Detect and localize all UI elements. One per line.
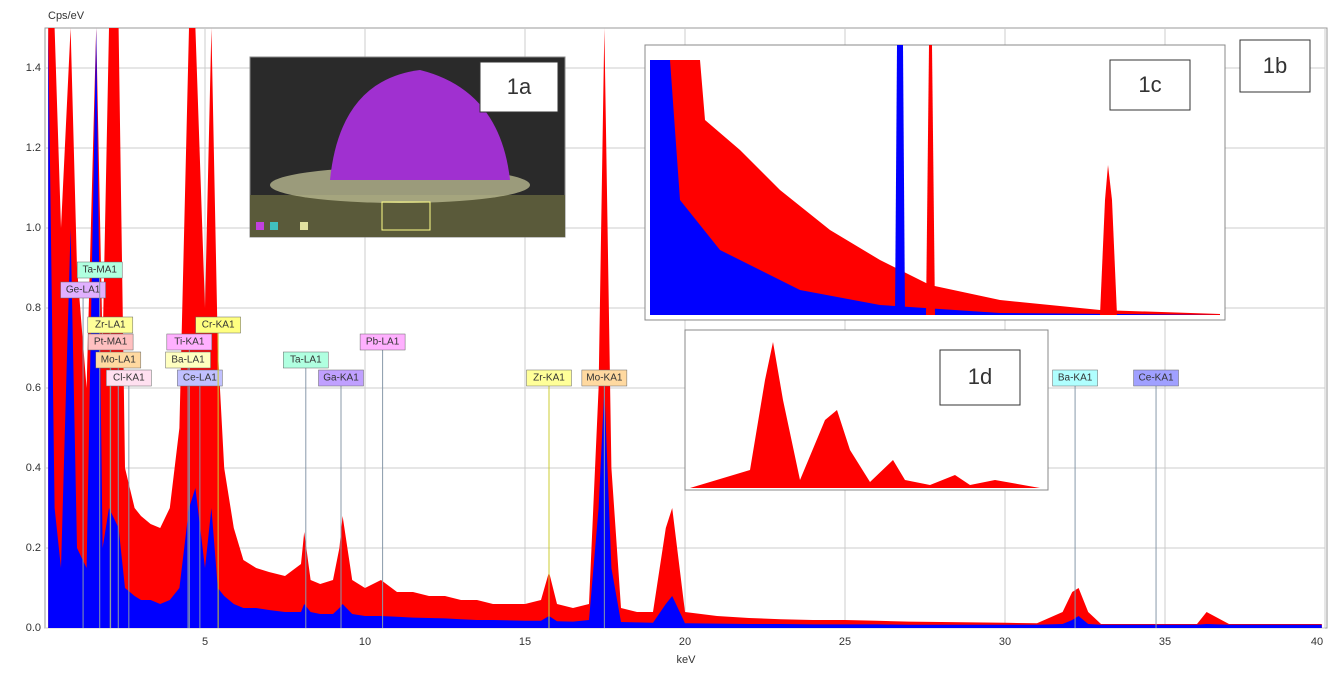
marker-tag	[1133, 369, 1179, 387]
marker-tag	[581, 369, 628, 387]
marker-label: Mo-LA1	[101, 355, 136, 366]
marker-label: Ce-KA1	[1139, 373, 1174, 384]
marker-tag	[359, 333, 406, 351]
marker-label: Ba-LA1	[171, 355, 205, 366]
marker-tag	[177, 369, 223, 387]
inset-image: 1a	[249, 56, 566, 238]
markers: Ge-LA1 Ta-MA1 Zr-LA1 Pt-MA1 Mo-LA1 Cl-KA1 Ti-K…	[60, 261, 1179, 628]
marker-tag	[166, 333, 213, 351]
marker-label: Ta-LA1	[290, 355, 322, 366]
x-tick-label: 30	[999, 636, 1011, 648]
marker-tag	[76, 261, 123, 279]
marker-label: Cr-KA1	[202, 320, 235, 331]
y-tick-label: 1.4	[26, 62, 41, 74]
marker-label: Ti-KA1	[174, 337, 205, 348]
marker-label: Ce-LA1	[183, 373, 217, 384]
y-tick-label: 0.0	[26, 622, 41, 634]
marker-tag	[165, 351, 211, 369]
marker-label: Ge-LA1	[66, 285, 101, 296]
inset-peaks: 1d	[684, 329, 1049, 491]
marker-label: Zr-KA1	[533, 373, 565, 384]
marker-label: Ta-MA1	[82, 265, 117, 276]
inset-spectrum: 1c	[644, 44, 1226, 321]
y-tick-label: 1.2	[26, 142, 41, 154]
marker-label: Ba-KA1	[1058, 373, 1093, 384]
marker-tag	[283, 351, 329, 369]
marker-tag	[60, 281, 106, 299]
x-tick-label: 15	[519, 636, 531, 648]
x-tick-label: 25	[839, 636, 851, 648]
inset-label: 1b	[1263, 53, 1287, 78]
marker-tag	[318, 369, 364, 387]
x-tick-label: 40	[1311, 636, 1323, 648]
marker-tag	[87, 316, 134, 334]
marker-label: Mo-KA1	[586, 373, 623, 384]
marker-tag	[195, 316, 241, 334]
inset-label: 1c	[1138, 72, 1161, 97]
x-axis-label: keV	[677, 654, 697, 666]
marker-label: Zr-LA1	[95, 320, 126, 331]
marker-tag	[526, 369, 572, 387]
spectrum	[48, 28, 1322, 628]
marker-label: Ga-KA1	[323, 373, 359, 384]
marker-label: Pt-MA1	[94, 337, 128, 348]
inset-label: 1a	[507, 74, 532, 99]
x-tick-label: 35	[1159, 636, 1171, 648]
marker-tag	[1052, 369, 1098, 387]
marker-tag	[106, 369, 152, 387]
inset-label: 1d	[968, 364, 992, 389]
y-tick-label: 1.0	[26, 222, 41, 234]
marker-label: Cl-KA1	[113, 373, 145, 384]
y-axis-label: Cps/eV	[48, 10, 85, 22]
y-tick-label: 0.4	[26, 462, 41, 474]
y-tick-label: 0.2	[26, 542, 41, 554]
marker-tag	[87, 333, 134, 351]
x-tick-label: 20	[679, 636, 691, 648]
x-tick-label: 5	[202, 636, 208, 648]
y-tick-label: 0.6	[26, 382, 41, 394]
marker-tag	[95, 351, 142, 369]
x-tick-label: 10	[359, 636, 371, 648]
spectrum-area	[48, 28, 1322, 628]
y-tick-label: 0.8	[26, 302, 41, 314]
marker-label: Pb-LA1	[366, 337, 400, 348]
inset-label-box: 1b	[1239, 39, 1311, 93]
